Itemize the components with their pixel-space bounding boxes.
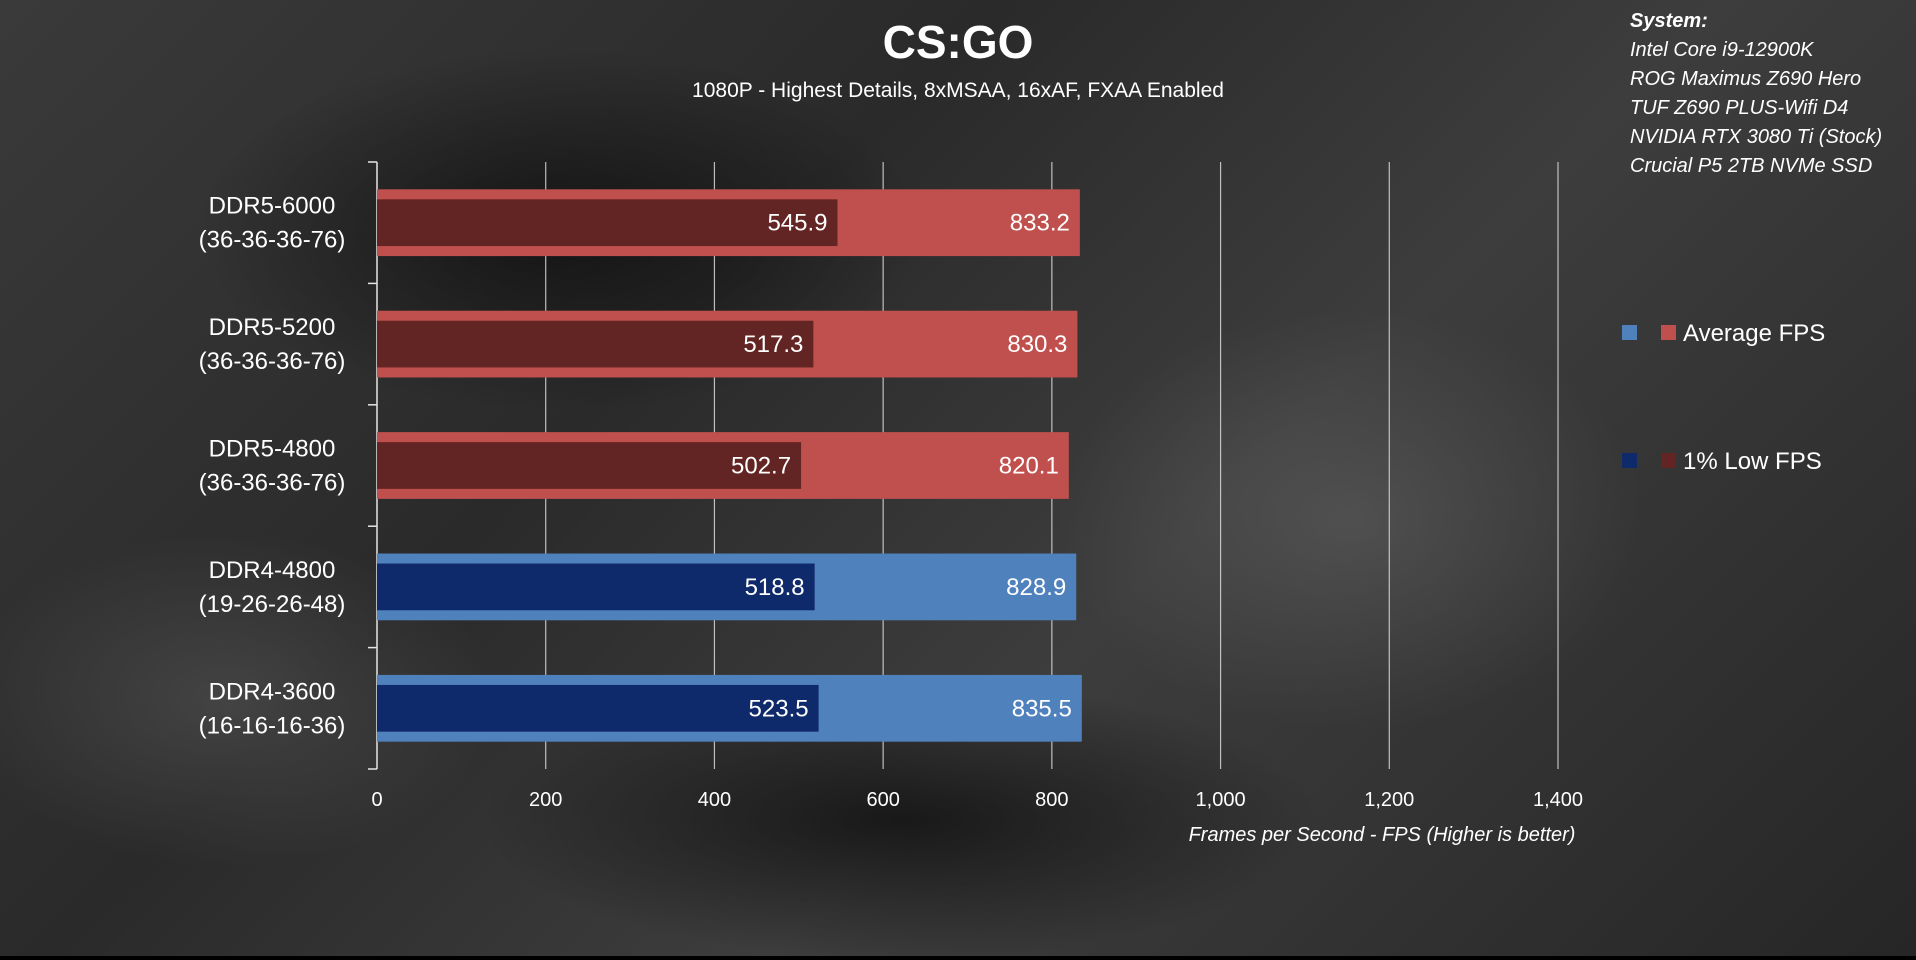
system-motherboard-2: TUF Z690 PLUS-Wifi D4 xyxy=(1630,97,1848,119)
category-label: DDR5-6000 xyxy=(209,193,336,220)
system-cpu: Intel Core i9-12900K xyxy=(1630,39,1815,61)
category-sublabel: (19-26-26-48) xyxy=(199,591,346,618)
low-fps-bar xyxy=(377,442,802,489)
low-fps-bar xyxy=(377,320,814,368)
system-motherboard-1: ROG Maximus Z690 Hero xyxy=(1630,68,1861,90)
bottom-strip xyxy=(0,956,1916,960)
system-heading: System: xyxy=(1630,10,1708,32)
low-fps-label: 545.9 xyxy=(767,210,827,237)
category-label: DDR5-4800 xyxy=(209,436,336,463)
legend-label: Average FPS xyxy=(1683,320,1825,347)
x-tick-label: 600 xyxy=(866,789,899,811)
average-fps-label: 833.2 xyxy=(1010,210,1070,237)
low-fps-bar xyxy=(377,199,838,247)
x-axis-label: Frames per Second - FPS (Higher is bette… xyxy=(1189,824,1576,846)
system-gpu: NVIDIA RTX 3080 Ti (Stock) xyxy=(1630,126,1882,148)
average-fps-label: 830.3 xyxy=(1007,331,1067,358)
average-fps-label: 820.1 xyxy=(999,453,1059,480)
chart-title: CS:GO xyxy=(883,16,1034,68)
average-fps-label: 828.9 xyxy=(1006,574,1066,601)
x-tick-label: 1,400 xyxy=(1533,789,1583,811)
category-labels: DDR5-6000 (36-36-36-76) DDR5-5200 (36-36-36… xyxy=(199,193,346,740)
y-axis xyxy=(368,161,378,770)
legend-label: 1% Low FPS xyxy=(1683,448,1822,475)
data-labels: 833.2 545.9 830.3 517.3 820.1 502.7 828.9 518.8… xyxy=(731,210,1072,723)
bars xyxy=(377,189,1082,742)
system-ssd: Crucial P5 2TB NVMe SSD xyxy=(1630,155,1872,177)
legend-swatch xyxy=(1622,453,1637,468)
low-fps-label: 502.7 xyxy=(731,453,791,480)
x-tick-label: 1,000 xyxy=(1196,789,1246,811)
legend-swatch xyxy=(1661,453,1676,468)
category-label: DDR4-4800 xyxy=(209,557,336,584)
category-label: DDR5-5200 xyxy=(209,314,336,341)
low-fps-bar xyxy=(377,684,819,732)
low-fps-bar xyxy=(377,563,815,611)
average-fps-label: 835.5 xyxy=(1012,695,1072,722)
category-sublabel: (36-36-36-76) xyxy=(199,227,346,254)
x-tick-label: 0 xyxy=(371,789,382,811)
system-specs: System: Intel Core i9-12900K ROG Maximus… xyxy=(1630,10,1882,177)
x-tick-labels: 0 200 400 600 800 1,000 1,200 1,400 xyxy=(371,789,1583,811)
category-sublabel: (16-16-16-36) xyxy=(199,712,346,739)
x-tick-label: 200 xyxy=(529,789,562,811)
x-tick-label: 1,200 xyxy=(1364,789,1414,811)
category-sublabel: (36-36-36-76) xyxy=(199,470,346,497)
category-sublabel: (36-36-36-76) xyxy=(199,348,346,375)
low-fps-label: 518.8 xyxy=(745,574,805,601)
low-fps-label: 517.3 xyxy=(743,331,803,358)
category-label: DDR4-3600 xyxy=(209,678,336,705)
legend-swatch xyxy=(1661,325,1676,340)
chart-subtitle: 1080P - Highest Details, 8xMSAA, 16xAF, … xyxy=(692,79,1224,102)
legend: Average FPS 1% Low FPS xyxy=(1622,320,1825,475)
legend-swatch xyxy=(1622,325,1637,340)
x-tick-label: 400 xyxy=(698,789,731,811)
low-fps-label: 523.5 xyxy=(749,695,809,722)
x-tick-label: 800 xyxy=(1035,789,1068,811)
